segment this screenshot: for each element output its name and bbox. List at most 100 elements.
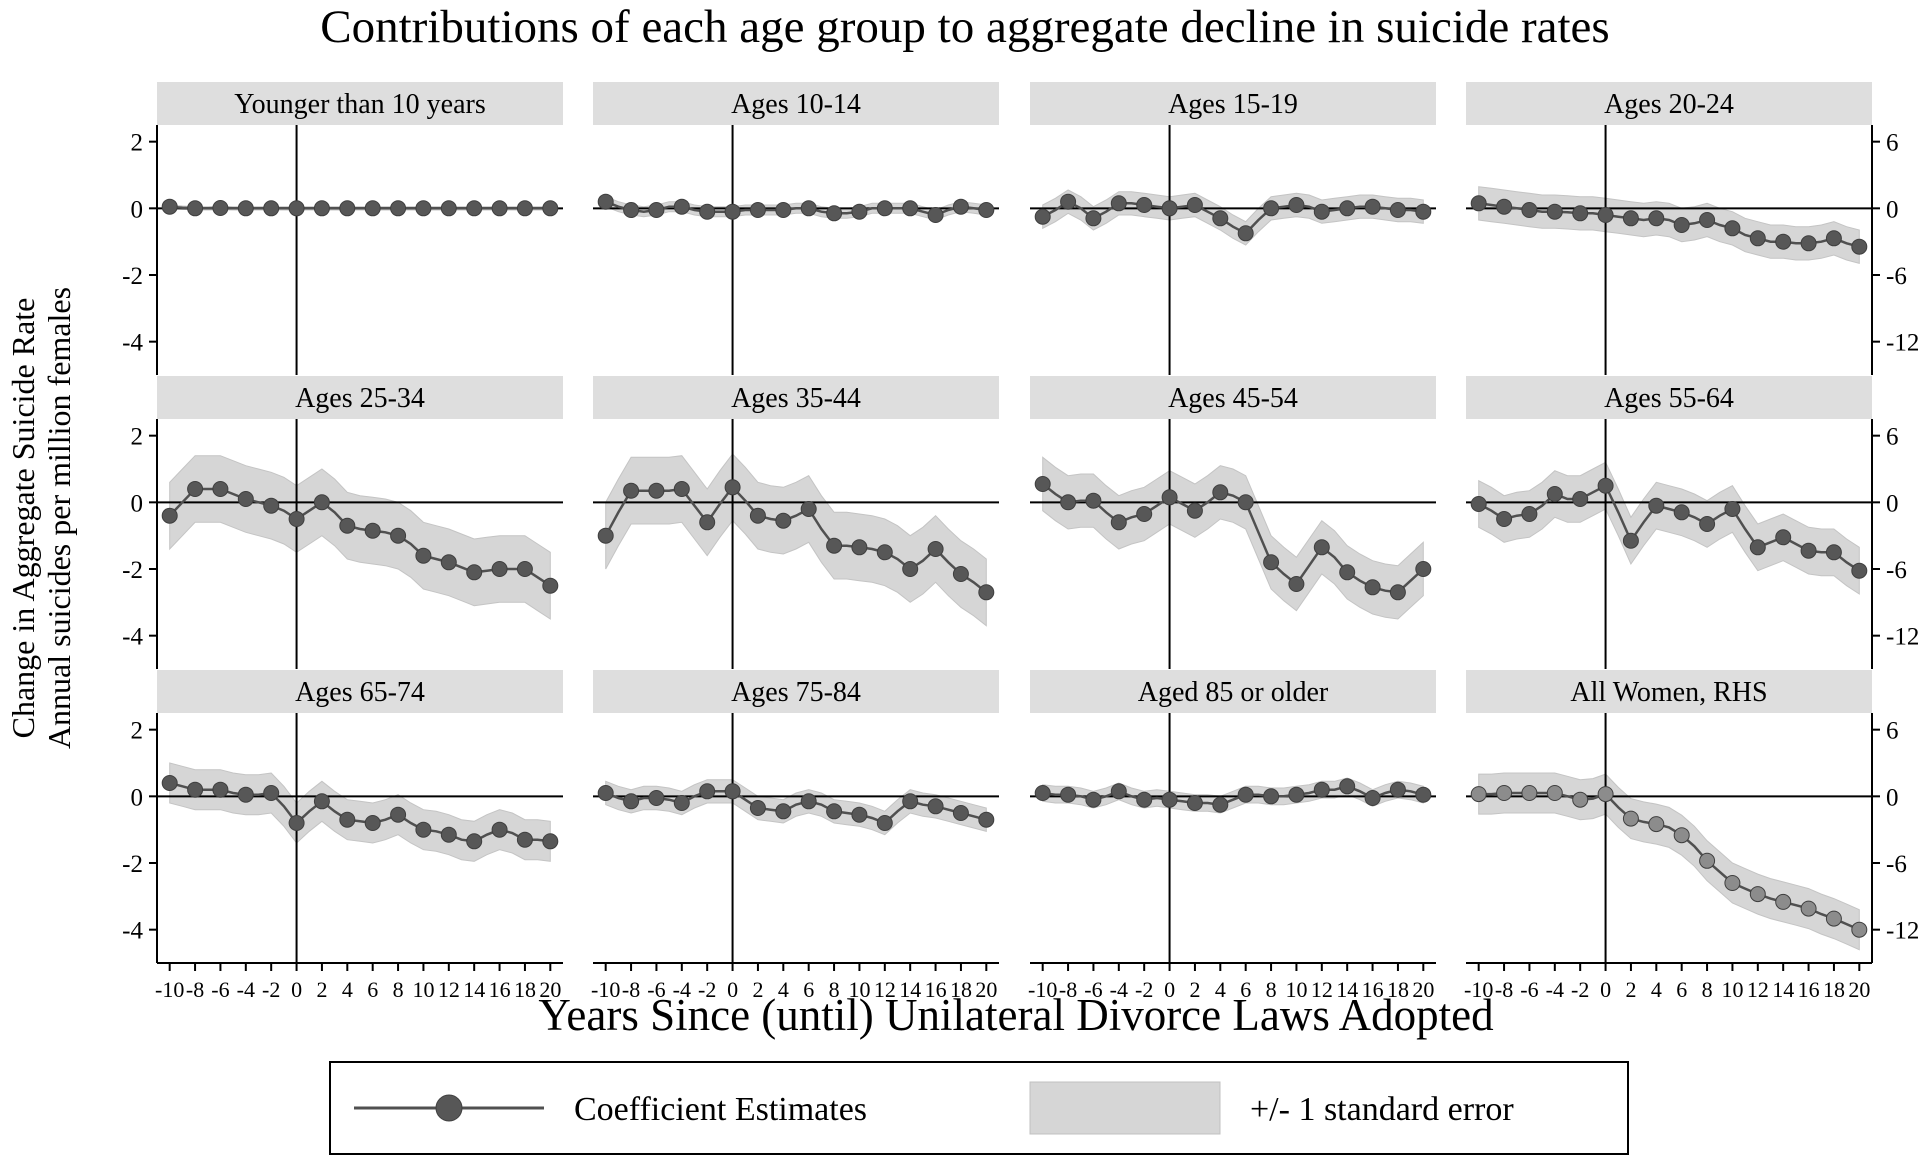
legend-label-standard-error: +/- 1 standard error: [1250, 1091, 1514, 1128]
se-band: [605, 453, 987, 627]
data-point: [415, 547, 432, 564]
panel-strip: [1030, 82, 1436, 125]
data-point: [1800, 542, 1817, 559]
panel-strip: [593, 376, 999, 419]
x-tick-label: -2: [1135, 977, 1153, 1002]
x-tick-label: 20: [975, 977, 997, 1002]
data-point: [1825, 910, 1842, 927]
data-point: [1288, 786, 1305, 803]
panel-ages-20-24: Ages 20-24 6 0 -6 -12: [1466, 82, 1919, 375]
y-axis-label-line-2: Annual suicides per million females: [41, 287, 77, 749]
data-point: [699, 783, 716, 800]
series-line: [1478, 202, 1860, 248]
series-line: [1042, 200, 1424, 235]
series-line: [169, 205, 551, 210]
x-tick-label: -6: [1084, 977, 1102, 1002]
x-tick-label: 6: [367, 977, 378, 1002]
data-point: [1699, 212, 1716, 228]
data-point: [1136, 506, 1153, 522]
y-tick-label-right: 0: [1886, 490, 1899, 517]
data-point: [1496, 785, 1513, 801]
y-tick-label-right: 0: [1886, 196, 1899, 223]
panel-title: Ages 65-74: [295, 677, 425, 708]
x-tick-label: 16: [1798, 977, 1820, 1002]
data-point: [313, 793, 330, 810]
data-point: [1597, 477, 1614, 494]
data-point: [1085, 791, 1102, 808]
panel-title: Ages 25-34: [295, 383, 425, 414]
data-point: [313, 200, 330, 217]
data-point: [1110, 195, 1127, 212]
data-point: [1212, 796, 1229, 813]
y-tick-label: 0: [131, 784, 144, 811]
data-point: [597, 785, 614, 801]
data-point: [1237, 225, 1254, 242]
series-line: [169, 781, 551, 843]
x-tick-label: 20: [539, 977, 561, 1002]
data-point: [516, 561, 533, 577]
panel-title: Ages 20-24: [1604, 89, 1734, 120]
data-point: [1237, 786, 1254, 803]
data-point: [1034, 208, 1051, 225]
data-point: [800, 793, 817, 810]
panel-strip: [593, 82, 999, 125]
x-tick-label: 16: [489, 977, 511, 1002]
data-point: [1724, 220, 1741, 237]
data-point: [1339, 200, 1356, 217]
data-point: [1648, 497, 1665, 514]
data-point: [1775, 233, 1792, 250]
x-tick-label: 2: [316, 977, 327, 1002]
data-point: [775, 202, 792, 218]
data-point: [1521, 785, 1538, 801]
y-tick-label: 2: [131, 130, 144, 157]
y-tick-label: 0: [131, 196, 144, 223]
x-tick-label: 10: [1721, 977, 1743, 1002]
x-tick-label: 2: [1189, 977, 1200, 1002]
x-tick-label: -4: [1110, 977, 1128, 1002]
data-point: [237, 786, 254, 803]
data-point: [1749, 886, 1766, 903]
data-point: [1263, 788, 1280, 805]
x-tick-label: 12: [438, 977, 460, 1002]
panel-ages-25-34: Ages 25-34 2 0 -2 -4: [122, 376, 563, 669]
panel-title: Ages 15-19: [1168, 89, 1298, 120]
y-tick-label: -4: [122, 330, 143, 357]
x-tick-label: 4: [1651, 977, 1662, 1002]
data-point: [339, 200, 356, 217]
x-tick-label: -2: [698, 977, 716, 1002]
data-point: [440, 554, 457, 571]
data-point: [1470, 786, 1487, 803]
x-tick-label: 0: [727, 977, 738, 1002]
data-point: [673, 198, 690, 215]
se-band: [1478, 772, 1860, 951]
data-point: [724, 783, 741, 800]
data-point: [1237, 494, 1254, 511]
y-tick-label-right: -6: [1886, 851, 1907, 878]
x-tick-label: 18: [1823, 977, 1845, 1002]
data-point: [648, 482, 665, 499]
x-tick-label: 16: [1362, 977, 1384, 1002]
data-point: [1825, 230, 1842, 247]
data-point: [1749, 230, 1766, 247]
x-tick-label: 8: [1266, 977, 1277, 1002]
data-point: [749, 202, 766, 218]
x-tick-label: -10: [155, 977, 184, 1002]
data-point: [1572, 205, 1589, 222]
data-point: [288, 200, 305, 217]
data-point: [415, 200, 432, 217]
data-point: [237, 491, 254, 507]
x-tick-label: 8: [829, 977, 840, 1002]
y-tick-label: 2: [131, 424, 144, 451]
x-tick-label: 8: [1702, 977, 1713, 1002]
legend-marker-sample: [435, 1094, 463, 1122]
data-point: [1851, 921, 1868, 938]
data-point: [1597, 207, 1614, 223]
x-tick-label: -4: [237, 977, 255, 1002]
series-line: [1042, 784, 1424, 806]
se-band: [1478, 186, 1860, 264]
data-point: [1212, 484, 1229, 501]
panel-strip: [157, 376, 563, 419]
data-point: [1186, 795, 1203, 811]
data-point: [1673, 217, 1690, 233]
series-line: [604, 485, 988, 594]
